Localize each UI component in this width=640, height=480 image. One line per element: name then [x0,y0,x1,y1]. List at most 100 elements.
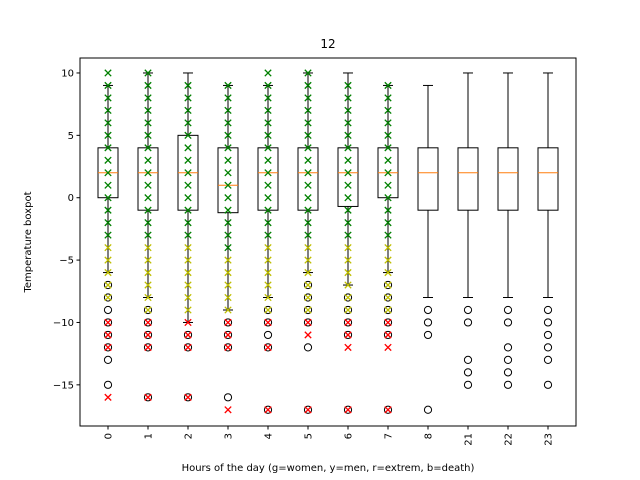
outlier-point [103,318,113,327]
x-marker [304,181,312,189]
x-marker [224,268,232,277]
x-marker [384,119,392,127]
x-marker [224,343,232,352]
marker-series-hour-0 [104,69,112,239]
x-marker [104,256,112,264]
x-marker [304,281,312,289]
x-marker [304,243,312,252]
x-marker [104,156,112,164]
x-marker [304,293,312,302]
x-marker [104,318,112,327]
outlier-point [423,405,433,414]
x-marker [384,306,392,314]
x-marker [184,293,192,302]
marker-series-hour-3 [224,81,232,252]
x-marker [184,219,192,227]
x-marker [384,181,392,189]
x-marker [104,293,112,302]
outlier-point [543,330,553,340]
x-marker [264,318,272,327]
x-marker [264,243,272,252]
x-marker [384,131,392,140]
outlier-point [463,368,473,377]
x-marker [304,306,312,314]
x-marker [264,131,272,140]
marker-series-hour-6 [344,243,352,314]
x-marker [384,256,392,264]
x-marker [184,393,192,401]
x-marker [104,181,112,189]
box-iqr [457,147,479,211]
x-marker [104,131,112,140]
outlier-point [143,318,153,327]
outlier-point [143,305,153,315]
outlier-point [543,305,553,315]
outlier-point [383,318,393,327]
x-marker [264,94,272,102]
x-marker [104,119,112,127]
x-marker [384,144,392,152]
x-marker [104,219,112,227]
x-marker [264,281,272,289]
x-marker [184,281,192,289]
x-marker [104,169,112,177]
x-marker [384,406,392,414]
box-iqr [537,147,559,211]
x-marker [344,268,352,277]
x-marker [344,281,352,289]
x-marker [224,169,232,177]
x-marker [184,268,192,277]
x-marker [144,231,152,239]
x-marker [384,268,392,277]
marker-series-hour-3 [224,318,232,414]
marker-series-hour-7 [384,81,392,239]
x-marker [384,331,392,339]
outlier-point [143,330,153,340]
x-marker [344,256,352,264]
x-marker [384,318,392,327]
x-marker [144,281,152,289]
x-marker [344,343,352,352]
outlier-point [303,293,313,302]
x-marker [144,169,152,177]
x-marker [184,243,192,252]
x-marker [144,156,152,164]
x-marker [144,181,152,189]
marker-series-hour-0 [104,318,112,401]
x-marker [104,331,112,339]
box-hour-5 [297,72,319,414]
x-marker [104,206,112,214]
x-marker [184,181,192,189]
outlier-point [223,343,233,352]
x-tick-label: 3 [224,433,235,439]
x-marker [344,243,352,252]
x-marker [384,243,392,252]
x-tick-label: 1 [144,433,155,439]
x-marker [144,81,152,90]
x-marker [384,94,392,102]
x-marker [184,306,192,314]
x-marker [184,206,192,214]
outlier-point [103,380,113,389]
outlier-point [503,343,513,352]
x-marker [184,169,192,177]
x-marker [144,343,152,352]
x-axis-label: Hours of the day (g=women, y=men, r=extr… [182,463,475,474]
x-marker [104,144,112,152]
x-marker [144,69,152,77]
outlier-point [303,405,313,414]
outlier-point [463,380,473,389]
marker-series-hour-1 [144,69,152,239]
x-marker [304,268,312,277]
outlier-point [183,343,193,352]
x-marker [224,181,232,189]
x-marker [224,318,232,327]
outlier-point [103,305,113,315]
outlier-point [183,330,193,340]
x-marker [184,194,192,202]
x-marker [304,81,312,90]
x-marker [304,131,312,140]
outlier-point [343,330,353,340]
outlier-point [303,305,313,315]
